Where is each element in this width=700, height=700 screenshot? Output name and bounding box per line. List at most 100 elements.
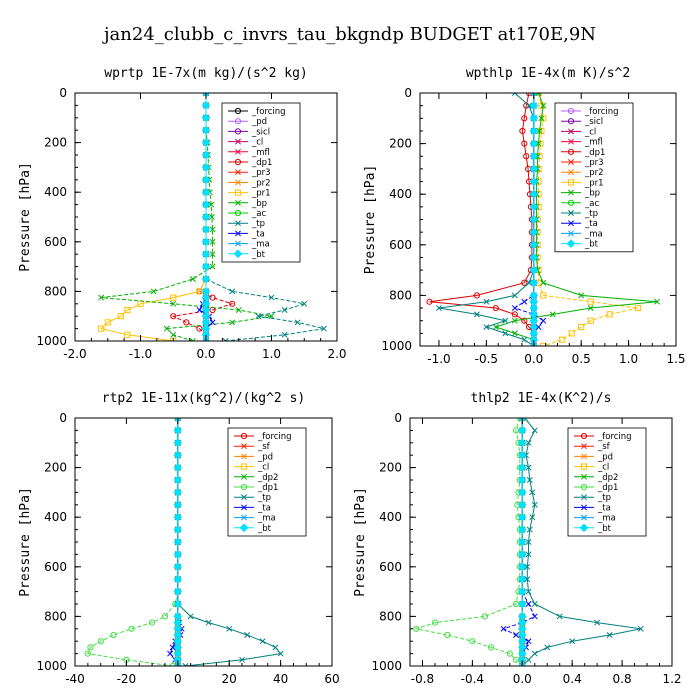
data-point [167, 650, 174, 657]
legend-marker [567, 118, 575, 125]
y-tick-label: 0 [59, 86, 67, 100]
data-point [535, 140, 542, 147]
data-point [524, 576, 531, 583]
legend-marker [567, 148, 575, 155]
data-point [229, 319, 236, 326]
data-point [521, 279, 528, 286]
data-point [511, 305, 518, 312]
series-line-dp1 [429, 93, 535, 346]
data-point [208, 214, 215, 220]
data-point [525, 638, 532, 645]
data-point [182, 663, 189, 666]
data-point [201, 200, 211, 209]
data-point [487, 644, 495, 651]
legend-marker [240, 432, 248, 440]
data-point [431, 619, 439, 626]
data-point [117, 313, 124, 320]
data-point [529, 164, 539, 174]
legend-label: _pd [257, 452, 273, 462]
data-point [173, 463, 183, 472]
legend-marker [566, 239, 576, 248]
data-point [235, 307, 242, 313]
data-point [526, 526, 533, 533]
data-point [268, 313, 275, 320]
data-point [511, 330, 518, 337]
data-point [150, 288, 157, 295]
panel-3: rtp2 1E-11x(kg^2)/(kg^2 s) Pressure [hPa]… [18, 391, 340, 686]
data-point [540, 279, 547, 286]
data-point [208, 201, 215, 208]
legend-marker [581, 473, 587, 480]
data-point [529, 227, 539, 237]
data-point [87, 644, 94, 651]
y-tick-label: 600 [44, 560, 67, 574]
data-point [492, 304, 499, 312]
data-point [511, 292, 518, 299]
x-tick-label: -1.0 [427, 352, 450, 366]
data-point [413, 625, 420, 632]
legend-marker [581, 443, 587, 450]
legend-marker [567, 179, 575, 186]
x-tick-label: 1.5 [666, 352, 685, 366]
data-point [526, 102, 532, 109]
data-point [170, 313, 177, 320]
data-point [473, 292, 480, 299]
legend-marker [567, 107, 575, 115]
legend-marker [234, 209, 242, 217]
panel-1: wprtp 1E-7x(m kg)/(s^2 kg) Pressure [hPa]… [18, 66, 347, 361]
x-tick-label: -0.5 [475, 352, 498, 366]
legend-marker [234, 189, 242, 196]
y-tick-label: 600 [389, 238, 412, 252]
data-point [294, 319, 301, 326]
data-point [173, 488, 183, 497]
x-tick-label: -20 [117, 672, 137, 686]
legend-label: _forcing [584, 107, 619, 117]
data-point [173, 550, 183, 559]
data-point [569, 638, 576, 645]
data-point [517, 488, 527, 497]
legend-label: _ta [584, 219, 598, 229]
legend-label: _bp [251, 199, 267, 209]
x-tick-label: 2.0 [327, 347, 346, 361]
legend-marker [234, 107, 242, 115]
legend-label: _forcing [597, 432, 632, 442]
data-point [444, 631, 451, 639]
legend-marker [580, 432, 588, 440]
panel-4: thlp2 1E-4x(K^2)/s Pressure [hPa] -0.8 -0.4… [353, 391, 682, 686]
legend-box [554, 102, 634, 253]
y-axis-label: Pressure [hPa] [18, 162, 33, 272]
y-tick-label: 800 [44, 284, 67, 298]
data-point [222, 338, 229, 341]
data-point [517, 599, 527, 609]
data-point [517, 426, 527, 435]
legend-marker [234, 118, 242, 125]
data-point [209, 294, 216, 301]
data-point [513, 632, 520, 638]
data-point [654, 298, 660, 305]
y-axis-label: Pressure [hPa] [18, 487, 33, 597]
legend-marker [235, 138, 241, 145]
data-point [209, 251, 216, 258]
legend-label: _tp [251, 219, 265, 229]
x-tick-label: -0.4 [461, 672, 484, 686]
y-tick-label: 400 [389, 187, 412, 201]
legend-label: _ma [251, 240, 270, 250]
data-point [124, 331, 131, 338]
legend-label: _dp2 [257, 473, 278, 483]
data-point [517, 438, 527, 448]
data-point [173, 587, 183, 596]
data-point [531, 501, 538, 508]
legend-label: _ta [597, 503, 611, 513]
data-point [531, 613, 538, 620]
data-point [268, 294, 275, 301]
y-tick-label: 400 [44, 185, 67, 199]
data-point [526, 477, 533, 483]
data-point [529, 240, 539, 250]
data-point [183, 319, 190, 326]
data-point [473, 311, 480, 318]
panel-title: wpthlp 1E-4x(m K)/s^2 [466, 66, 630, 81]
data-point [529, 489, 536, 496]
data-point [209, 226, 216, 233]
legend-label: _pr1 [251, 189, 271, 199]
x-tick-label: 0.8 [613, 672, 632, 686]
